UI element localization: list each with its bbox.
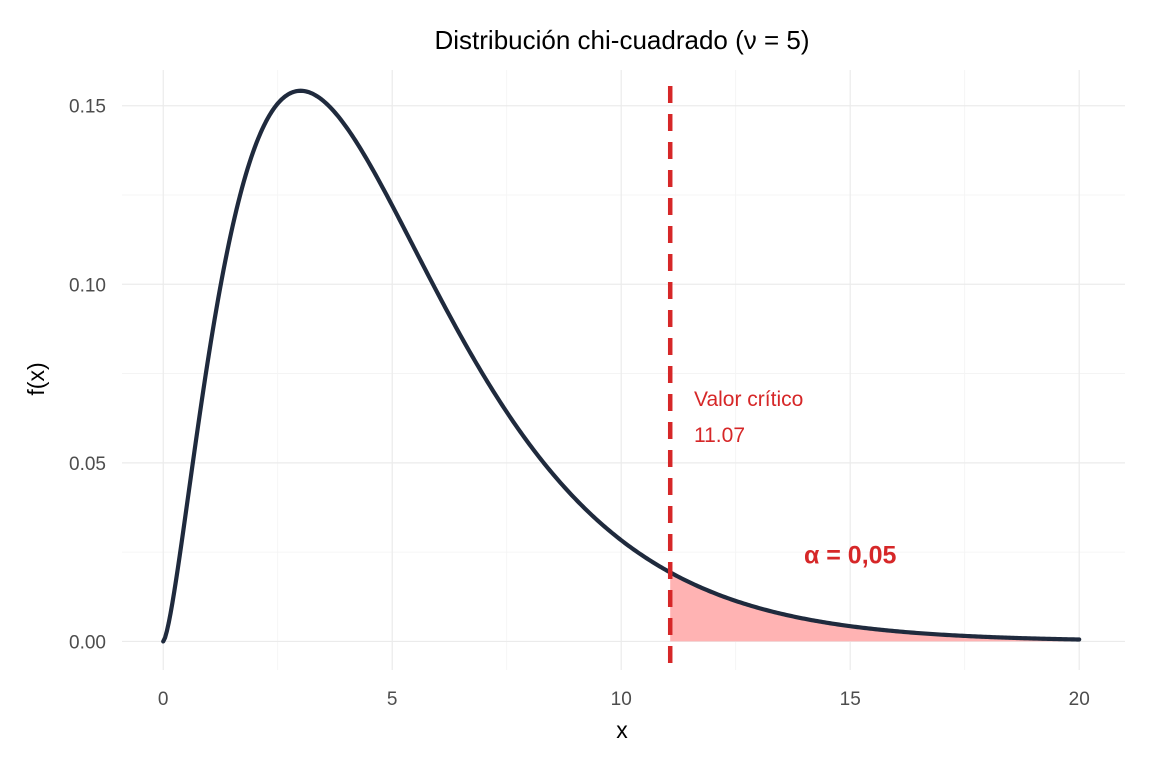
x-tick-label: 15: [840, 689, 861, 710]
alpha-label: α = 0,05: [804, 542, 897, 570]
x-tick-label: 0: [158, 689, 169, 710]
rejection-region: [670, 572, 1080, 642]
y-axis-title: f(x): [23, 362, 49, 395]
x-tick-label: 20: [1069, 689, 1090, 710]
x-tick-label: 5: [387, 689, 398, 710]
y-tick-label: 0.05: [69, 454, 106, 475]
y-tick-label: 0.00: [69, 632, 106, 653]
chart-title: Distribución chi-cuadrado (ν = 5): [435, 25, 810, 55]
tick-labels: 0 5 10 15 20 0.00 0.05 0.10 0.15: [69, 97, 1090, 710]
y-tick-label: 0.10: [69, 275, 106, 296]
critical-value-number: 11.07: [694, 424, 745, 447]
x-tick-label: 10: [611, 689, 632, 710]
density-curve: [161, 88, 1082, 644]
grid: [122, 70, 1125, 670]
density-curve-layer: [161, 88, 1082, 644]
y-tick-label: 0.15: [69, 97, 106, 118]
rejection-region-layer: [670, 572, 1080, 642]
x-axis-title: x: [616, 717, 628, 743]
critical-value-label: Valor crítico: [694, 388, 803, 411]
